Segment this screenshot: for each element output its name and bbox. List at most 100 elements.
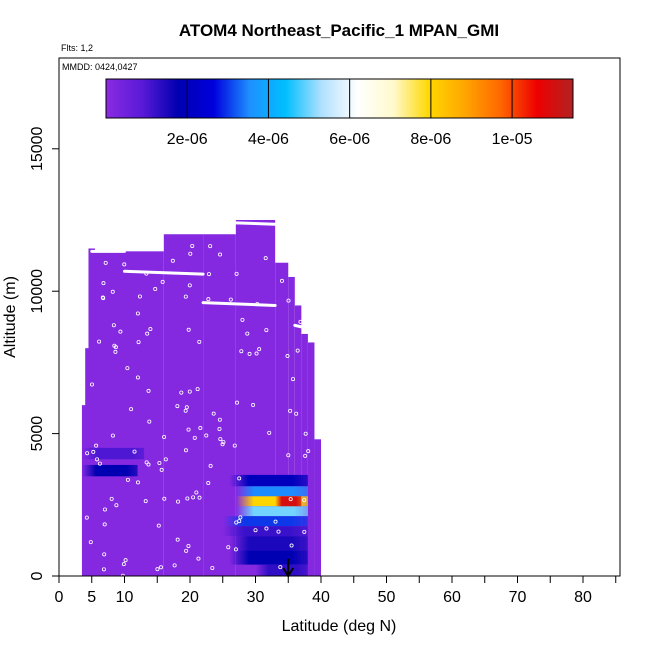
x-axis-label: Latitude (deg N) [282,618,397,635]
heatmap-anomaly-cell [229,474,308,487]
x-tick-label: 60 [443,589,461,606]
flight-sample-point [162,435,167,440]
heatmap-anomaly-cell [229,550,308,565]
flight-sample-point [279,278,284,283]
flight-sample-point [206,481,211,486]
flight-sample-point [238,515,243,520]
flight-sample-point [290,377,295,382]
flight-sample-point [113,349,118,354]
flight-sample-point [306,449,311,454]
location-arrow [282,558,295,578]
flight-sample-point [234,400,239,405]
flight-sample-point [110,433,115,438]
x-tick-label: 0 [55,589,64,606]
flight-sample-point [176,499,181,504]
flight-sample-point [298,319,303,324]
flight-sample-point [143,499,148,504]
flight-sample-point [183,448,188,453]
flight-sample-point [278,565,283,570]
flight-sample-point [146,388,151,393]
flight-sample-point [204,433,209,438]
arrow-head [282,567,295,578]
flight-sample-point [255,302,260,307]
flight-sample-point [206,297,211,302]
flight-sample-point [170,258,175,263]
heatmap-cell [314,439,321,576]
flight-sample-point [228,297,233,302]
flight-sample-point [94,443,99,448]
heatmap-anomaly-cell [81,447,145,460]
flight-sample-point [88,540,93,545]
heatmap-anomaly-cell [229,536,308,551]
flight-sample-point [162,496,167,501]
colorbar: 2e-06 4e-06 6e-06 8e-06 1e-05 [105,78,574,148]
flight-sample-point [285,354,290,359]
flight-track-segment [201,301,277,307]
flight-sample-point [159,467,164,472]
flight-sample-point [163,457,168,462]
colorbar-tick-label: 4e-06 [248,131,289,148]
x-tick-label: 50 [378,589,396,606]
flight-sample-point [221,440,226,445]
flight-sample-point [91,449,96,454]
flight-track [84,221,311,576]
flight-track-segment [234,221,277,226]
flight-sample-point [208,244,213,249]
x-tick-label: 5 [87,589,96,606]
chart-title: ATOM4 Northeast_Pacific_1 MPAN_GMI [179,21,499,40]
flight-sample-point [186,543,191,548]
flight-sample-point [184,405,189,410]
flight-sample-point [132,449,137,454]
flight-sample-point [109,496,114,501]
flight-sample-point [188,251,193,256]
flight-sample-point [135,375,140,380]
flight-sample-point [197,495,202,500]
flight-sample-point [286,298,291,303]
plot-frame [58,57,621,577]
flight-sample-point [103,260,108,265]
flight-sample-point [211,411,216,416]
flight-sample-point [136,340,141,345]
heatmap-anomalies [81,447,308,576]
colorbar-tick-label: 2e-06 [167,131,208,148]
flight-sample-point [267,430,272,435]
flight-sample-point [226,545,231,550]
flight-sample-point [84,515,89,520]
y-axis: 0 5000 10000 15000 [29,126,59,580]
flight-sample-point [185,496,190,501]
flight-sample-point [276,529,281,534]
flight-sample-point [118,329,123,334]
flight-sample-point [147,419,152,424]
y-tick-label: 0 [29,571,46,580]
flight-sample-point [102,507,107,512]
flight-sample-point [186,327,191,332]
flight-sample-point [303,453,308,458]
flight-sample-point [135,311,140,316]
flight-sample-point [156,523,161,528]
flight-sample-point [233,547,238,552]
x-tick-label: 10 [116,589,134,606]
flight-sample-point [232,443,237,448]
heatmap-cell [163,234,204,576]
flight-sample-point [95,457,100,462]
flight-sample-point [295,348,300,353]
heatmap-anomaly-cell [275,496,302,507]
flight-sample-point [245,331,250,336]
x-tick-label: 80 [574,589,592,606]
flight-sample-point [122,262,127,267]
flight-sample-point [153,287,158,292]
flight-sample-point [198,426,203,431]
flight-sample-point [125,366,130,371]
flight-sample-point [234,520,239,525]
flight-sample-point [191,495,196,500]
flight-sample-point [145,331,150,336]
colorbar-tick-label: 1e-05 [492,131,533,148]
flight-sample-point [237,476,242,481]
flight-sample-point [190,243,195,248]
y-tick-label: 5000 [29,416,46,452]
heatmap-cell [301,333,308,576]
flight-sample-point [187,283,192,288]
heatmap-anomaly-cell [235,496,308,507]
flight-sample-point [113,345,118,350]
flight-sample-point [137,294,142,299]
